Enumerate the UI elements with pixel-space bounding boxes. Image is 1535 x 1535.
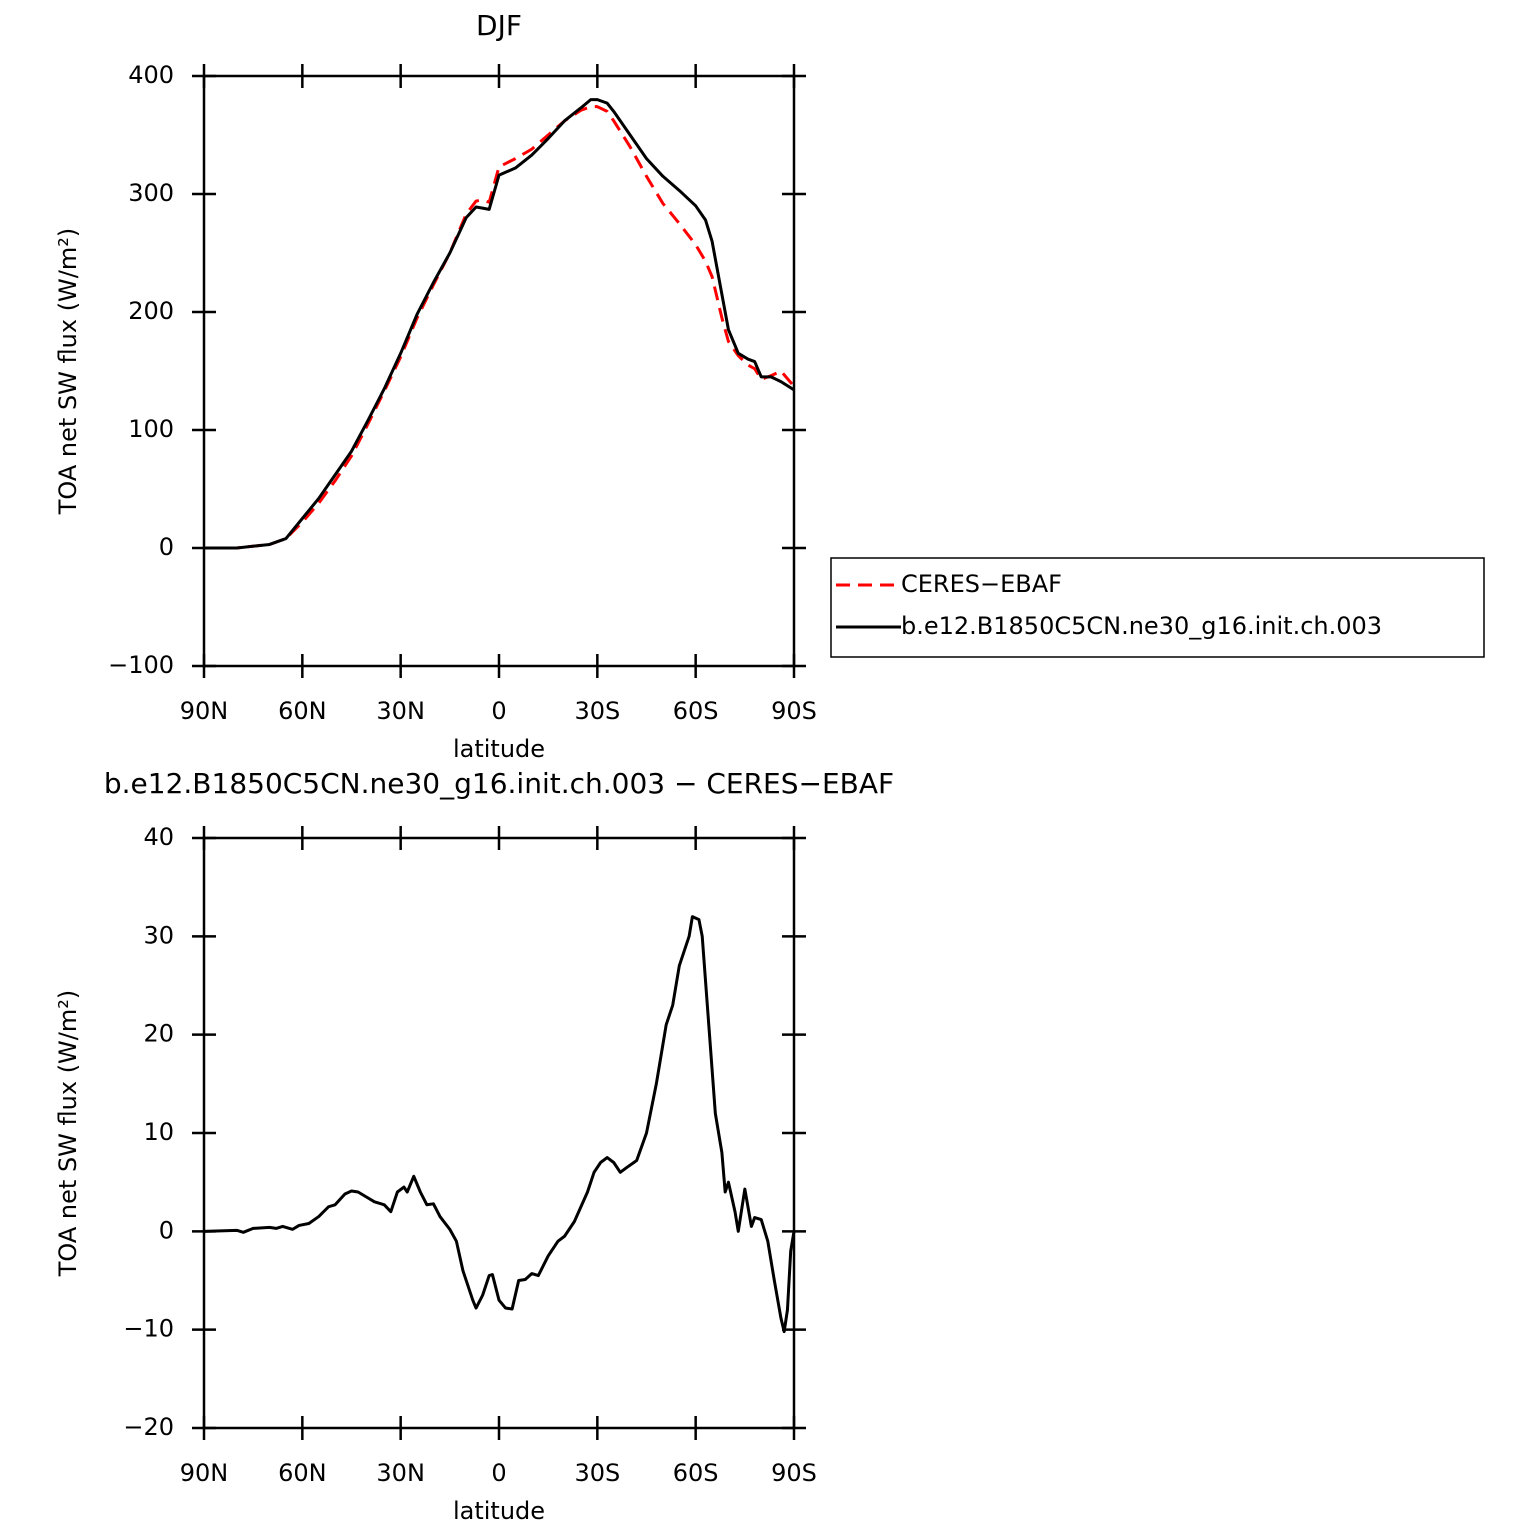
y-tick-label: 30 bbox=[143, 921, 174, 949]
y-tick-label: 100 bbox=[128, 415, 174, 443]
data-line bbox=[204, 98, 795, 550]
x-tick-label: 60N bbox=[278, 697, 327, 725]
x-tick-label: 60N bbox=[278, 1459, 327, 1487]
y-tick-label: −20 bbox=[123, 1413, 174, 1441]
x-tick-label: 90N bbox=[180, 697, 229, 725]
y-tick-label: 10 bbox=[143, 1118, 174, 1146]
data-line bbox=[203, 915, 796, 1334]
y-axis-label: TOA net SW flux (W/m²) bbox=[54, 990, 82, 1278]
x-tick-label: 60S bbox=[673, 697, 719, 725]
x-tick-label: 90N bbox=[180, 1459, 229, 1487]
y-tick-label: 20 bbox=[143, 1020, 174, 1048]
x-axis-label: latitude bbox=[453, 1497, 545, 1525]
legend-box bbox=[830, 557, 1485, 658]
x-tick-label: 30S bbox=[574, 1459, 620, 1487]
x-tick-label: 0 bbox=[491, 1459, 506, 1487]
y-tick-label: 300 bbox=[128, 179, 174, 207]
legend-label: CERES−EBAF bbox=[901, 570, 1062, 598]
y-axis-label: TOA net SW flux (W/m²) bbox=[54, 228, 82, 516]
y-tick-label: −10 bbox=[123, 1315, 174, 1343]
y-tick-label: 400 bbox=[128, 61, 174, 89]
x-tick-label: 0 bbox=[491, 697, 506, 725]
x-axis-label: latitude bbox=[453, 735, 545, 763]
data-line bbox=[204, 105, 796, 550]
legend-label: b.e12.B1850C5CN.ne30_g16.init.ch.003 bbox=[901, 612, 1382, 640]
y-tick-label: −100 bbox=[108, 651, 174, 679]
x-tick-label: 30N bbox=[376, 1459, 425, 1487]
plot-frame bbox=[202, 74, 796, 668]
plot-frame bbox=[202, 836, 796, 1430]
chart-title: DJF bbox=[476, 9, 522, 42]
x-tick-label: 30N bbox=[376, 697, 425, 725]
y-tick-label: 0 bbox=[159, 533, 174, 561]
x-tick-label: 60S bbox=[673, 1459, 719, 1487]
x-tick-label: 90S bbox=[771, 1459, 817, 1487]
x-tick-label: 30S bbox=[574, 697, 620, 725]
x-tick-label: 90S bbox=[771, 697, 817, 725]
y-tick-label: 40 bbox=[143, 823, 174, 851]
chart-title: b.e12.B1850C5CN.ne30_g16.init.ch.003 − C… bbox=[104, 767, 894, 800]
y-tick-label: 200 bbox=[128, 297, 174, 325]
y-tick-label: 0 bbox=[159, 1216, 174, 1244]
